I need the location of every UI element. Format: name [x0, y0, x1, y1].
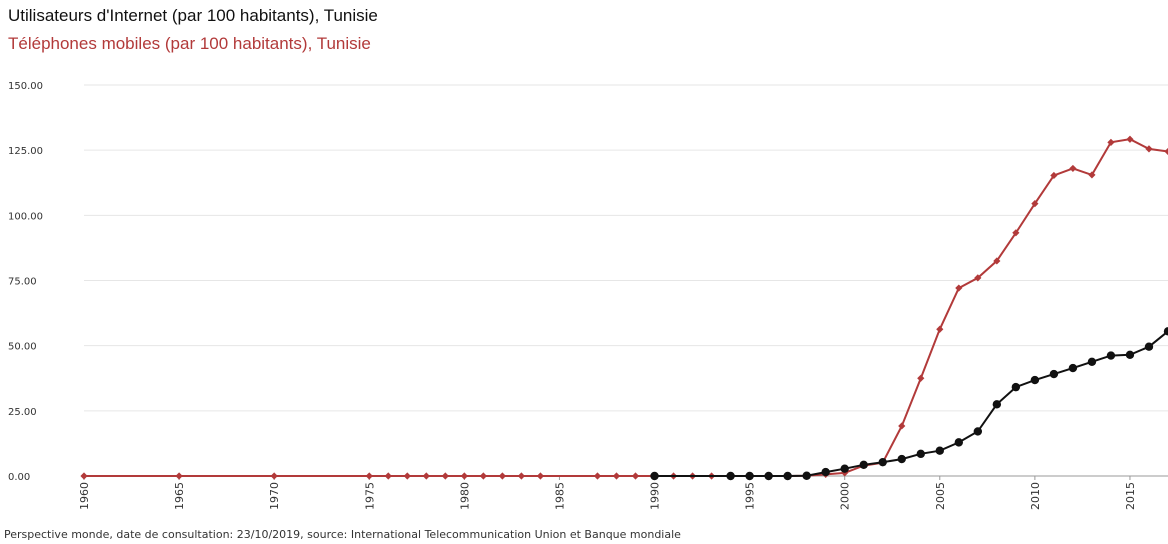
data-point-internet [726, 471, 735, 481]
data-point-mobile [460, 472, 468, 480]
data-point-mobile [403, 472, 411, 480]
data-point-mobile [898, 422, 906, 430]
chart-title-internet: Utilisateurs d'Internet (par 100 habitan… [8, 6, 378, 25]
x-tick-label: 1975 [363, 482, 376, 510]
data-point-mobile [955, 284, 963, 292]
data-point-mobile [422, 472, 430, 480]
chart-title-mobile: Téléphones mobiles (par 100 habitants), … [8, 34, 371, 53]
data-point-internet [878, 457, 887, 467]
data-point-mobile [270, 472, 278, 480]
data-point-internet [916, 449, 925, 459]
x-tick-label: 1985 [553, 482, 566, 510]
x-tick-label: 2005 [934, 482, 947, 510]
data-point-internet [1068, 363, 1078, 373]
x-tick-label: 1990 [649, 482, 662, 510]
y-tick-label: 75.00 [8, 277, 37, 288]
data-point-internet [1049, 369, 1059, 379]
data-point-internet [764, 471, 773, 481]
data-point-mobile [384, 472, 392, 480]
data-point-internet [897, 454, 906, 464]
data-point-mobile [1164, 147, 1168, 156]
data-point-mobile [536, 472, 545, 480]
x-tick-label: 1965 [173, 482, 186, 510]
data-point-internet [783, 471, 792, 481]
x-tick-label: 1995 [744, 482, 757, 510]
data-point-internet [650, 471, 659, 481]
data-point-internet [802, 471, 811, 480]
y-tick-label: 125.00 [8, 146, 43, 157]
data-point-internet [1106, 351, 1116, 360]
data-point-internet [1087, 357, 1097, 367]
data-point-mobile [1012, 229, 1020, 237]
x-tick-label: 1980 [458, 482, 471, 510]
series-line-mobile [84, 138, 1168, 477]
data-point-internet [992, 400, 1002, 409]
data-point-mobile [1088, 171, 1096, 179]
y-tick-label: 150.00 [8, 81, 43, 92]
data-point-internet [954, 438, 964, 447]
data-point-internet [859, 460, 868, 469]
data-point-mobile [936, 325, 944, 333]
data-point-mobile [441, 472, 449, 480]
data-point-mobile [365, 472, 373, 480]
y-tick-label: 100.00 [8, 211, 43, 222]
x-tick-label: 2000 [839, 482, 852, 510]
data-point-internet [935, 446, 944, 455]
chart-footer-source: Perspective monde, date de consultation:… [4, 528, 681, 541]
data-point-mobile [1050, 171, 1058, 180]
data-point-mobile [631, 472, 640, 480]
data-point-mobile [517, 472, 526, 480]
data-point-mobile [1145, 145, 1153, 153]
data-point-internet [821, 467, 830, 477]
data-point-internet [840, 464, 849, 473]
x-tick-label: 2010 [1029, 482, 1042, 510]
data-point-mobile [917, 374, 925, 382]
data-point-internet [973, 427, 983, 436]
data-point-internet [1163, 327, 1168, 336]
y-tick-label: 0.00 [8, 472, 30, 483]
data-point-internet [745, 471, 754, 481]
y-tick-label: 25.00 [8, 407, 37, 418]
data-point-internet [1030, 375, 1040, 385]
data-point-mobile [80, 472, 88, 480]
data-point-internet [1011, 382, 1021, 392]
data-point-mobile [1126, 135, 1134, 143]
y-tick-label: 50.00 [8, 342, 37, 353]
data-point-mobile [175, 472, 183, 480]
data-point-internet [1144, 342, 1154, 351]
data-point-mobile [612, 472, 621, 480]
data-point-mobile [1031, 200, 1039, 208]
data-point-mobile [993, 257, 1001, 265]
data-point-mobile [593, 472, 602, 480]
x-tick-label: 2015 [1124, 482, 1137, 510]
x-tick-label: 1960 [78, 482, 91, 510]
data-point-mobile [974, 274, 982, 282]
data-point-mobile [1069, 164, 1077, 173]
x-tick-label: 1970 [268, 482, 281, 510]
data-point-mobile [1107, 138, 1115, 146]
data-point-mobile [498, 472, 506, 480]
data-point-internet [1125, 350, 1135, 359]
data-point-mobile [479, 472, 487, 480]
